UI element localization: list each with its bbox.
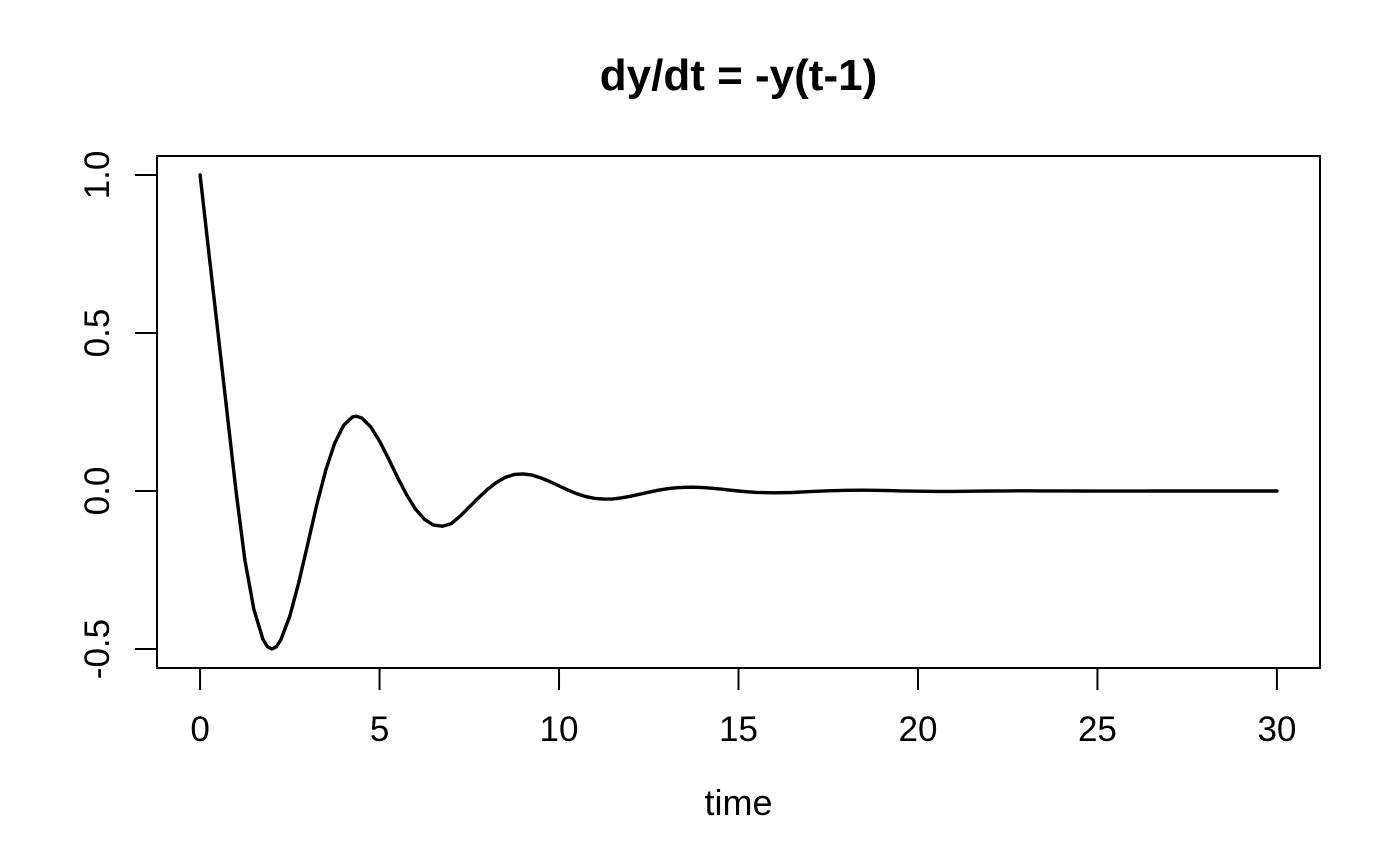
x-tick-label: 20	[899, 710, 938, 749]
y-tick-label: -0.5	[78, 619, 117, 679]
x-tick-label: 25	[1078, 710, 1117, 749]
x-axis-label: time	[704, 782, 772, 823]
axis-tick-labels: 0 5 10 15 20 25 30 -0.5 0.0 0.5 1.0	[78, 151, 1296, 749]
y-tick-label: 0.5	[78, 309, 117, 358]
x-tick-label: 5	[370, 710, 389, 749]
x-tick-label: 0	[190, 710, 209, 749]
y-tick-label: 0.0	[78, 467, 117, 516]
x-tick-label: 30	[1257, 710, 1296, 749]
plot-box	[156, 155, 1321, 669]
x-tick-label: 15	[719, 710, 758, 749]
solution-curve	[198, 173, 1279, 651]
axis-ticks	[135, 173, 1278, 690]
chart-title: dy/dt = -y(t-1)	[600, 51, 877, 100]
y-tick-label: 1.0	[78, 151, 117, 200]
x-tick-label: 10	[540, 710, 579, 749]
